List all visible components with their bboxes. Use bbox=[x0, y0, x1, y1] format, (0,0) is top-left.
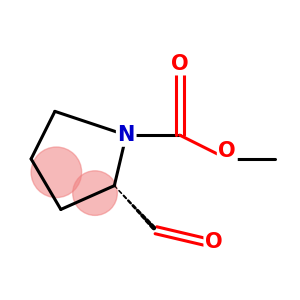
Text: N: N bbox=[118, 125, 135, 145]
Circle shape bbox=[73, 171, 117, 215]
Text: O: O bbox=[171, 54, 188, 74]
Text: O: O bbox=[218, 142, 236, 161]
Text: O: O bbox=[205, 232, 223, 252]
Circle shape bbox=[31, 147, 82, 198]
